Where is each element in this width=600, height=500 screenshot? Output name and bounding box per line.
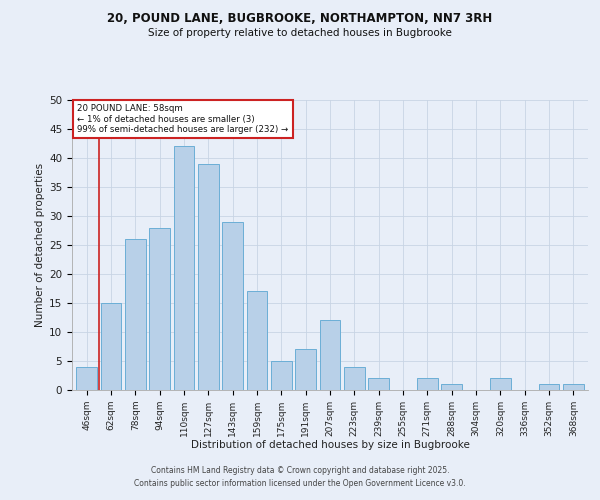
Bar (417, 378, 438, 390)
Bar (149, 228, 170, 390)
Bar (344, 367, 365, 390)
Text: Contains HM Land Registry data © Crown copyright and database right 2025.
Contai: Contains HM Land Registry data © Crown c… (134, 466, 466, 487)
Text: 20 POUND LANE: 58sqm
← 1% of detached houses are smaller (3)
99% of semi-detache: 20 POUND LANE: 58sqm ← 1% of detached ho… (77, 104, 289, 134)
Y-axis label: Number of detached properties: Number of detached properties (35, 163, 45, 327)
Text: Size of property relative to detached houses in Bugbrooke: Size of property relative to detached ho… (148, 28, 452, 38)
Bar (222, 222, 243, 390)
Text: 20, POUND LANE, BUGBROOKE, NORTHAMPTON, NN7 3RH: 20, POUND LANE, BUGBROOKE, NORTHAMPTON, … (107, 12, 493, 26)
Bar (295, 350, 316, 390)
Bar (442, 384, 462, 390)
Bar (76, 367, 97, 390)
Bar (173, 146, 194, 390)
Bar (320, 320, 340, 390)
Bar (490, 378, 511, 390)
X-axis label: Distribution of detached houses by size in Bugbrooke: Distribution of detached houses by size … (191, 440, 469, 450)
Bar (539, 384, 559, 390)
Bar (247, 292, 268, 390)
Bar (563, 384, 584, 390)
Bar (271, 361, 292, 390)
Bar (101, 303, 121, 390)
Bar (368, 378, 389, 390)
Bar (125, 239, 146, 390)
Bar (198, 164, 218, 390)
